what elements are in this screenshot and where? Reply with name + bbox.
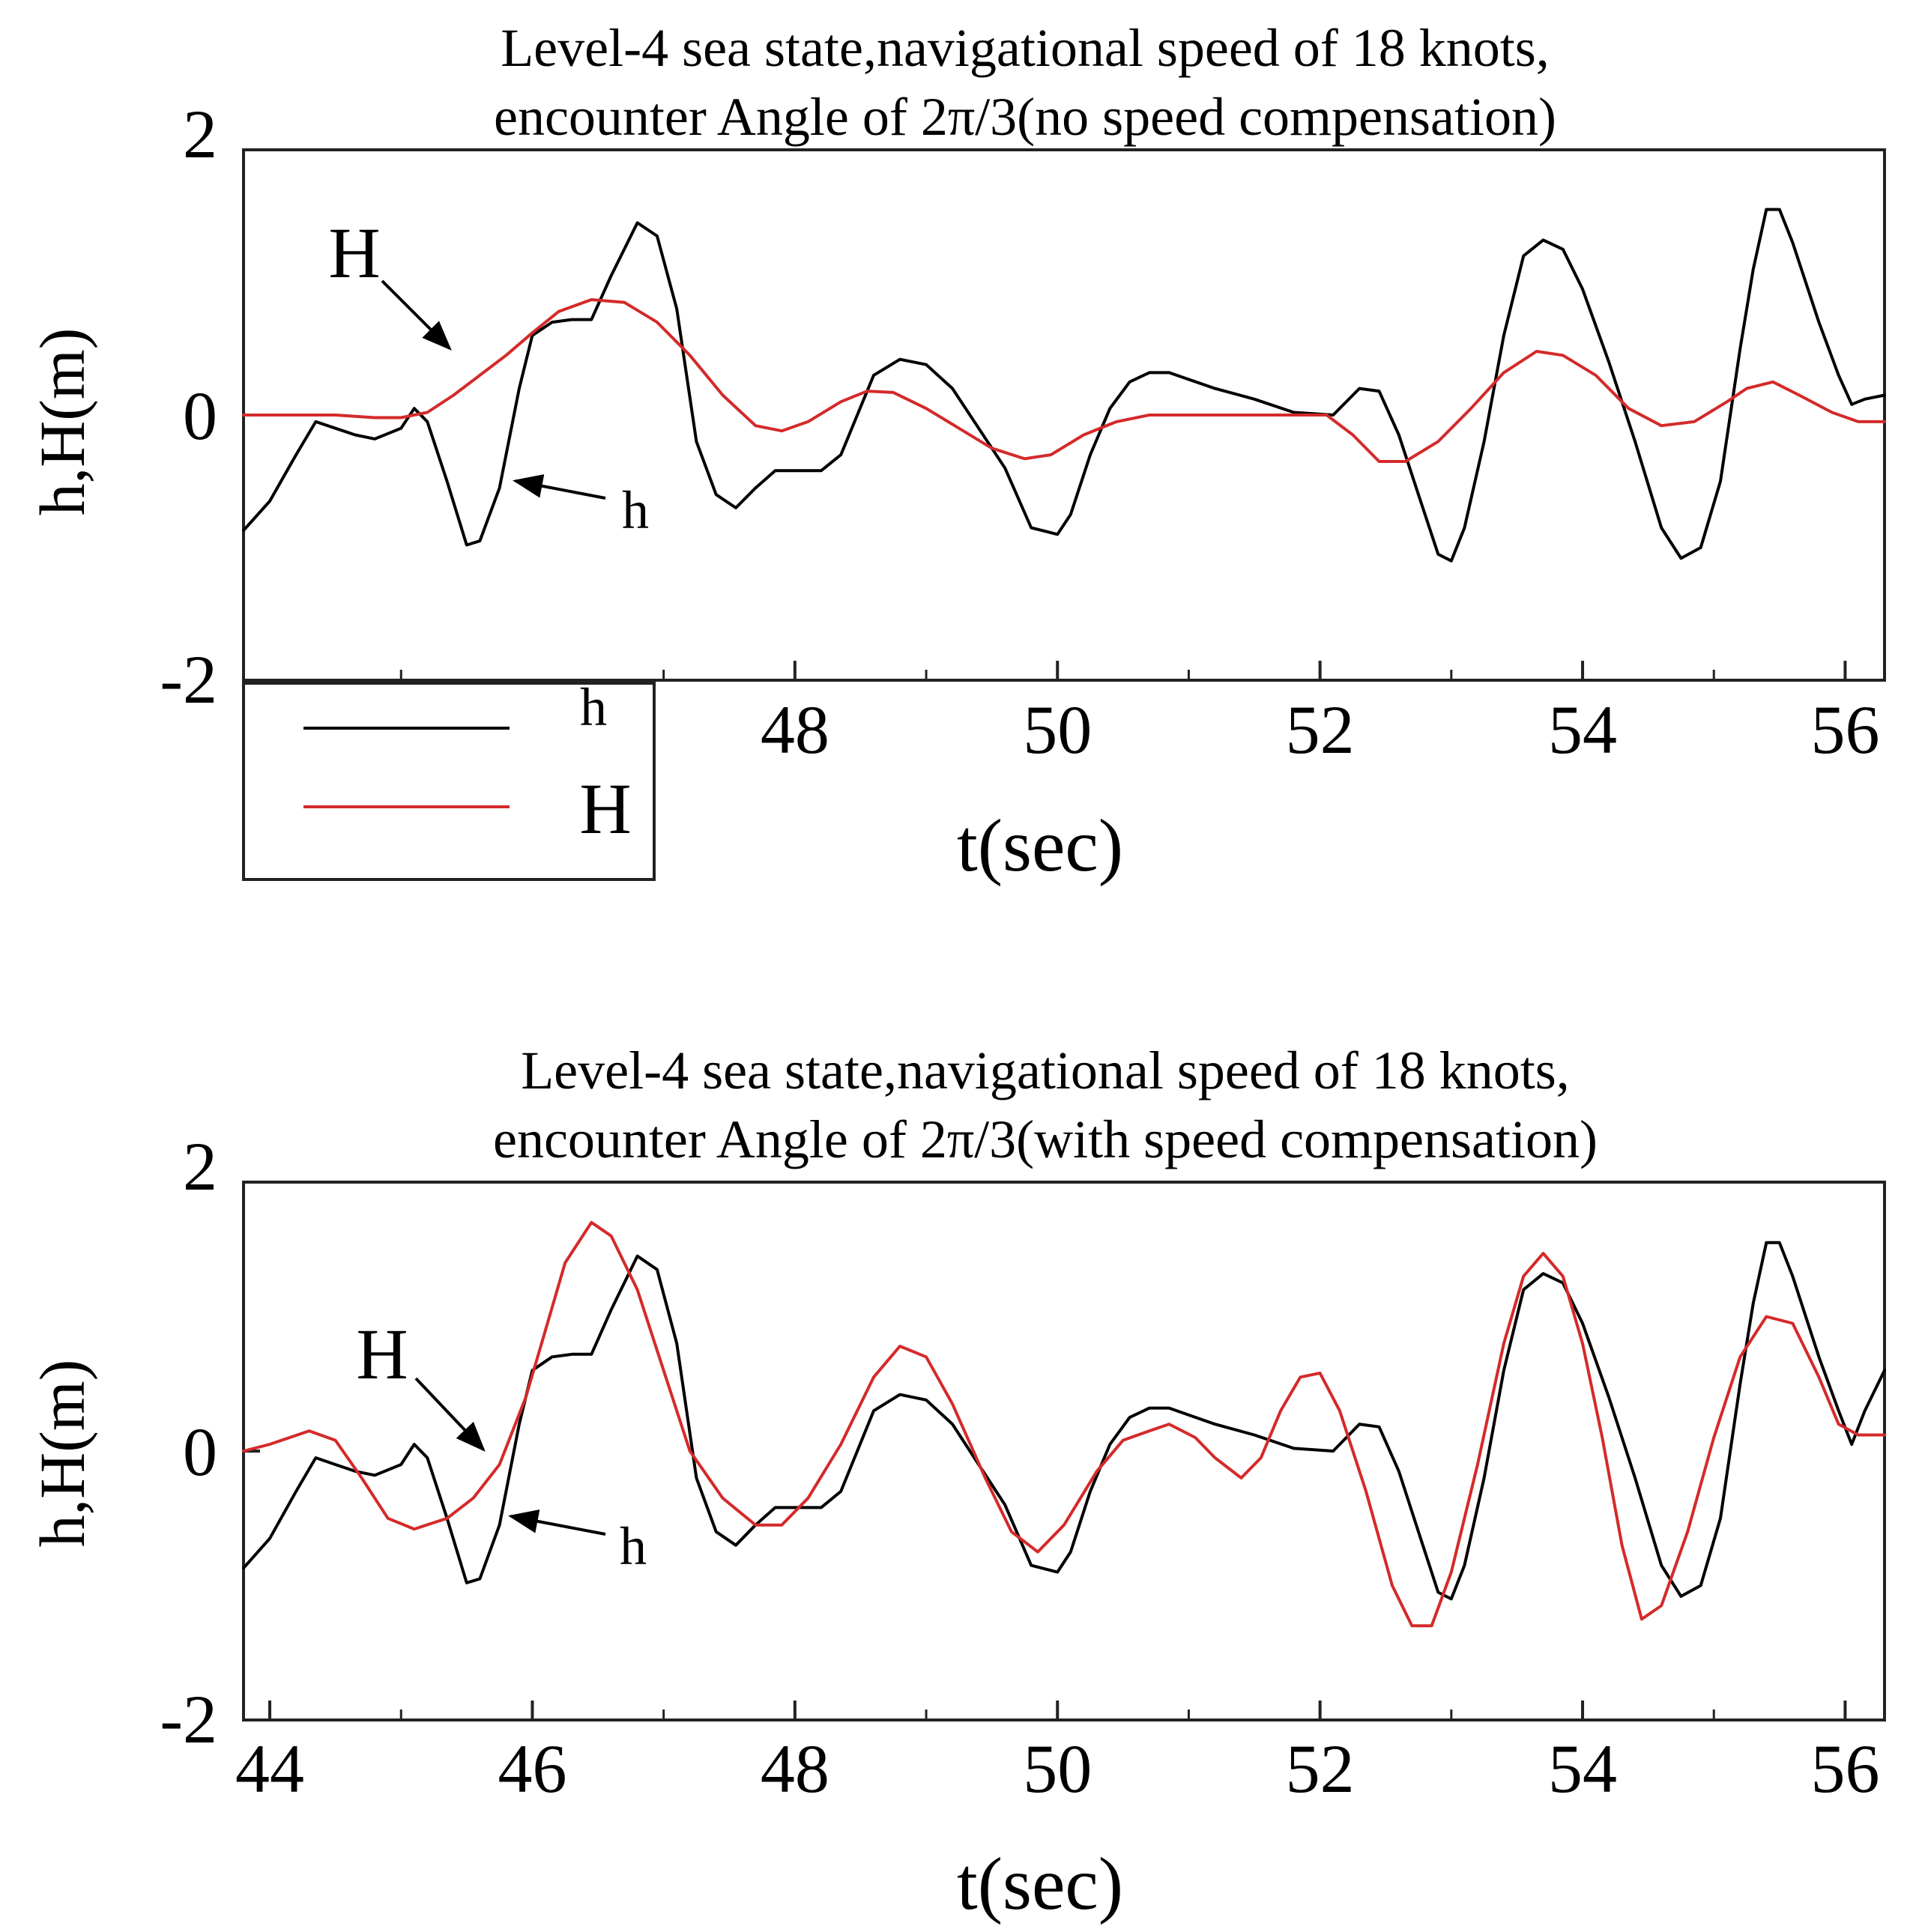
x-ticks: 44 46 48 50 52 54 56 [235, 1701, 1879, 1807]
annotation-arrow-H [381, 279, 452, 351]
y-tick-label: -2 [160, 1681, 217, 1757]
y-tick-label: 0 [183, 378, 217, 454]
x-tick-label: 52 [1286, 691, 1355, 768]
x-tick-label: 44 [235, 1730, 304, 1807]
x-tick-label: 48 [761, 1730, 829, 1807]
chart-top: Level-4 sea state,navigational speed of … [26, 18, 1886, 887]
plot-frame [242, 1181, 1886, 1721]
annotation-arrow-h [508, 1509, 606, 1536]
x-axis-label: t(sec) [957, 804, 1123, 887]
x-tick-label: 50 [1023, 1730, 1092, 1807]
x-ticks: 48 50 52 54 56 [399, 661, 1879, 768]
y-tick-label: 0 [183, 1414, 217, 1490]
chart-title-line-2: encounter Angle of 2π/3(no speed compens… [494, 87, 1556, 147]
y-tick-labels: 2 0 -2 [160, 96, 260, 718]
chart-title-line-1: Level-4 sea state,navigational speed of … [501, 18, 1550, 78]
annotation-arrow-h [513, 474, 606, 500]
series-line-H [242, 298, 1886, 463]
annotation-arrow-H [414, 1377, 486, 1452]
x-tick-label: 56 [1810, 1730, 1879, 1807]
y-tick-label: -2 [160, 641, 217, 718]
x-tick-label: 54 [1548, 691, 1617, 768]
x-tick-label: 52 [1286, 1730, 1355, 1807]
chart-bottom: Level-4 sea state,navigational speed of … [26, 1041, 1886, 1925]
annotation-label-H: H [356, 1314, 408, 1394]
annotation-label-H: H [328, 213, 380, 293]
series-line-h [242, 208, 1886, 563]
chart-title-line-2: encounter Angle of 2π/3(with speed compe… [493, 1109, 1598, 1169]
x-tick-label: 46 [498, 1730, 566, 1807]
legend: h H [242, 677, 656, 881]
legend-label-H: H [579, 769, 631, 849]
x-tick-label: 48 [761, 691, 829, 768]
series-line-H [242, 1220, 1886, 1628]
y-tick-label: 2 [183, 96, 217, 172]
y-tick-label: 2 [183, 1128, 217, 1205]
y-axis-label: h,H(m) [26, 1360, 98, 1548]
x-tick-label: 56 [1810, 691, 1879, 768]
x-axis-label: t(sec) [957, 1842, 1123, 1925]
series-line-h [242, 1241, 1886, 1601]
y-axis-label: h,H(m) [26, 328, 98, 516]
x-tick-label: 54 [1548, 1730, 1617, 1807]
series-group [242, 1220, 1886, 1628]
chart-title-line-1: Level-4 sea state,navigational speed of … [521, 1041, 1570, 1100]
y-tick-labels: 2 0 -2 [160, 1128, 260, 1757]
x-tick-label: 50 [1023, 691, 1092, 768]
series-group [242, 208, 1886, 563]
annotation-label-h: h [622, 480, 649, 540]
legend-label-h: h [580, 677, 607, 737]
legend-box [242, 682, 656, 881]
annotation-label-h: h [620, 1516, 647, 1576]
